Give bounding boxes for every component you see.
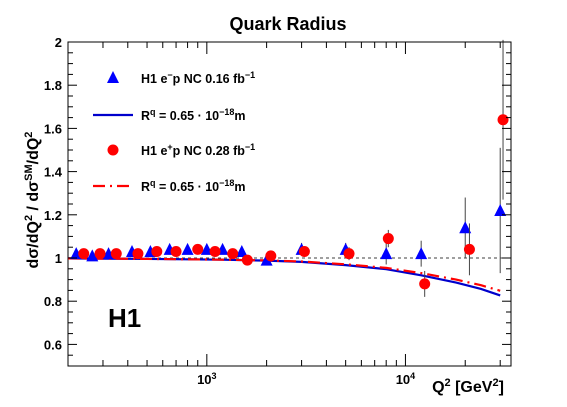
y-axis-label: dσ/dQ2 / dσSM/dQ2 — [23, 132, 42, 269]
legend-marker-triangle — [107, 71, 119, 83]
data-point-circle — [110, 248, 122, 260]
data-point-circle — [227, 248, 239, 260]
data-points — [70, 39, 509, 297]
data-point-circle — [209, 246, 221, 258]
data-point-circle — [192, 243, 204, 255]
y-tick-label: 1.4 — [44, 165, 63, 180]
chart-title: Quark Radius — [229, 14, 346, 34]
data-point-circle — [382, 233, 394, 245]
data-point-circle — [132, 248, 144, 260]
legend-marker-circle — [107, 144, 119, 156]
data-point-triangle — [86, 249, 99, 262]
data-point-triangle — [459, 221, 472, 234]
y-tick-label: 1.8 — [44, 78, 62, 93]
y-tick-label: 0.8 — [44, 294, 62, 309]
data-point-triangle — [235, 245, 248, 258]
data-point-circle — [463, 243, 475, 255]
x-axis-label: Q2 [GeV2] — [432, 377, 504, 396]
legend: H1 e−p NC 0.16 fb−1 Rq = 0.65 · 10−18m H1 … — [93, 70, 255, 194]
data-point-triangle — [494, 203, 507, 216]
data-point-triangle — [181, 242, 194, 255]
data-point-triangle — [415, 247, 428, 260]
axis-ticks: 0.6 0.8 1 1.2 1.4 1.6 1.8 2 103 104 — [44, 35, 511, 387]
data-point-circle — [151, 246, 163, 258]
model-curves — [67, 257, 501, 297]
legend-label-3: H1 e+p NC 0.28 fb−1 — [141, 142, 255, 158]
data-point-circle — [78, 248, 90, 260]
data-point-circle — [94, 248, 106, 260]
data-point-circle — [170, 246, 182, 258]
data-point-circle — [343, 248, 355, 260]
fit-curve-2 — [67, 257, 501, 292]
y-tick-label: 1.2 — [44, 208, 62, 223]
fit-curve-1 — [67, 257, 501, 297]
x-tick-label: 103 — [197, 371, 216, 387]
data-point-circle — [265, 250, 277, 262]
legend-label-4: Rq = 0.65 · 10−18m — [141, 178, 246, 194]
y-tick-label: 2 — [55, 35, 62, 50]
y-tick-label: 1.6 — [44, 121, 62, 136]
y-tick-label: 0.6 — [44, 337, 62, 352]
data-point-triangle — [380, 247, 393, 260]
data-point-circle — [241, 254, 253, 266]
data-point-circle — [497, 114, 509, 126]
legend-label-1: H1 e−p NC 0.16 fb−1 — [141, 70, 255, 86]
data-point-circle — [419, 278, 431, 290]
data-point-circle — [298, 246, 310, 258]
experiment-label: H1 — [108, 303, 141, 333]
data-point-triangle — [260, 253, 273, 266]
y-tick-label: 1 — [55, 251, 62, 266]
x-tick-label: 104 — [396, 371, 415, 387]
legend-label-2: Rq = 0.65 · 10−18m — [141, 107, 246, 123]
